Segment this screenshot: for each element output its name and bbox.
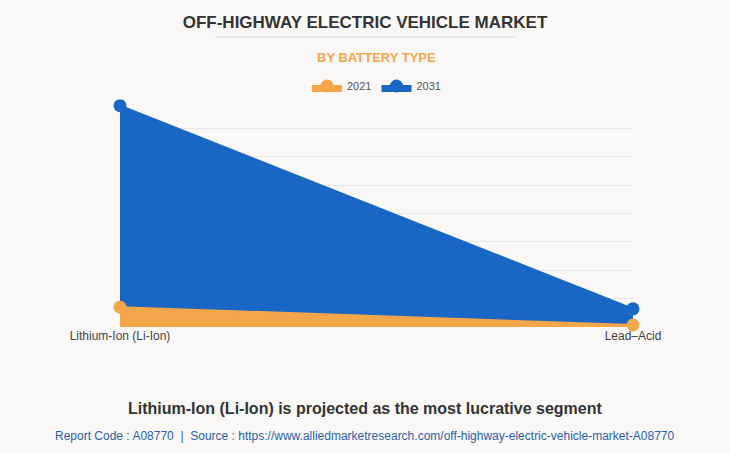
svg-text:Report Code : A08770 | Sourc: Report Code : A08770 | Source : https://…: [55, 429, 675, 443]
svg-text:2031: 2031: [416, 80, 440, 92]
svg-text:OFF-HIGHWAY ELECTRIC VEHICLE M: OFF-HIGHWAY ELECTRIC VEHICLE MARKET: [183, 13, 548, 32]
svg-text:2021: 2021: [347, 80, 371, 92]
svg-text:BY BATTERY TYPE: BY BATTERY TYPE: [317, 50, 436, 65]
svg-text:Lithium-Ion (Li-Ion): Lithium-Ion (Li-Ion): [70, 329, 171, 343]
svg-text:Lead–Acid: Lead–Acid: [605, 329, 662, 343]
svg-text:Lithium-Ion (Li-Ion) is projec: Lithium-Ion (Li-Ion) is projected as the…: [128, 400, 603, 417]
